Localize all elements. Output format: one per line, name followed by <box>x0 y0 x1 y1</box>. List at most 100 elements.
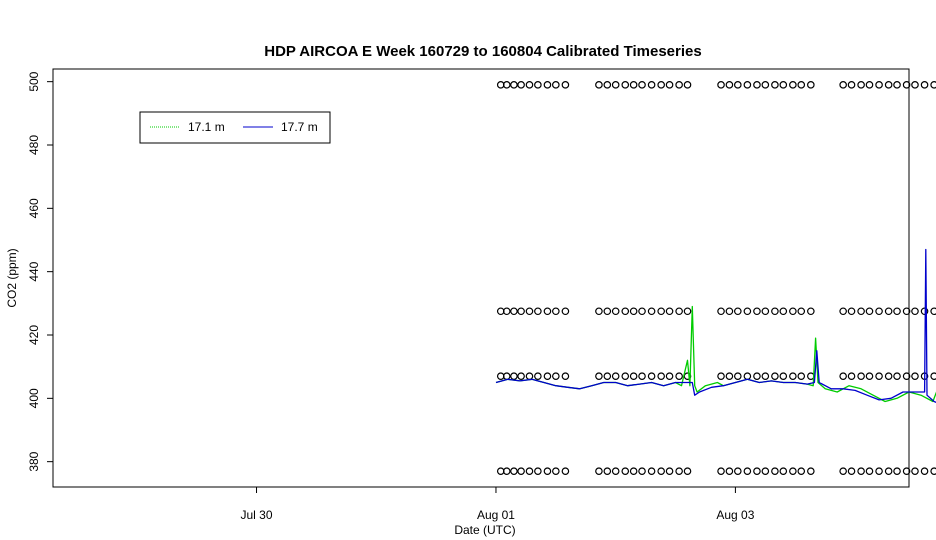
flag-marker <box>865 372 874 380</box>
y-axis: 380 400 420 440 460 480 500 <box>27 71 53 472</box>
flag-marker <box>621 467 630 475</box>
flag-marker <box>611 467 620 475</box>
flag-marker <box>902 372 911 380</box>
flag-marker <box>875 307 883 316</box>
flag-marker <box>920 467 929 475</box>
flag-marker <box>847 372 856 380</box>
flag-marker <box>510 467 518 475</box>
legend-box <box>139 111 331 144</box>
flag-marker <box>543 81 552 89</box>
flag-marker <box>543 307 552 316</box>
flag-marker <box>502 307 511 316</box>
flag-marker <box>675 372 683 380</box>
flag-marker <box>717 81 725 89</box>
flag-marker <box>629 467 638 475</box>
flag-marker <box>807 307 815 316</box>
flag-marker <box>902 81 911 89</box>
flag-marker <box>733 81 742 89</box>
y-tick-label: 400 <box>27 388 41 408</box>
flag-marker <box>629 81 638 89</box>
flag-marker <box>797 81 806 89</box>
flag-marker <box>743 372 752 380</box>
flag-marker <box>510 372 518 380</box>
flag-marker <box>857 467 865 475</box>
flag-marker <box>875 81 883 89</box>
flag-marker <box>657 307 665 316</box>
flag-marker <box>525 372 534 380</box>
flag-marker <box>552 307 560 316</box>
flag-marker <box>865 307 874 316</box>
flag-marker <box>902 307 911 316</box>
series-line-17-1-m <box>495 305 936 403</box>
flag-marker <box>893 81 901 89</box>
flag-marker <box>534 81 542 89</box>
flag-marker <box>665 307 674 316</box>
flag-marker <box>733 372 742 380</box>
flag-markers <box>496 81 936 475</box>
flag-marker <box>930 81 936 89</box>
flag-marker <box>525 81 534 89</box>
flag-marker <box>902 467 911 475</box>
flag-marker <box>510 81 518 89</box>
flag-marker <box>839 307 847 316</box>
flag-marker <box>761 307 770 316</box>
x-tick-label: Aug 01 <box>477 508 515 522</box>
flag-marker <box>930 307 936 316</box>
flag-marker <box>561 467 570 475</box>
chart-title: HDP AIRCOA E Week 160729 to 160804 Calib… <box>264 43 701 60</box>
flag-marker <box>789 372 797 380</box>
flag-marker <box>525 307 534 316</box>
legend: 17.1 m 17.7 m <box>139 111 331 144</box>
flag-marker <box>779 307 788 316</box>
flag-marker <box>865 81 874 89</box>
y-tick-label: 440 <box>27 261 41 281</box>
x-tick-label: Aug 03 <box>716 508 754 522</box>
flag-marker <box>761 372 770 380</box>
flag-marker <box>552 372 560 380</box>
flag-marker <box>611 372 620 380</box>
flag-marker <box>638 81 646 89</box>
flag-marker <box>717 307 725 316</box>
flag-marker <box>884 81 893 89</box>
flag-marker <box>743 467 752 475</box>
flag-marker <box>647 81 656 89</box>
flag-marker <box>675 81 683 89</box>
flag-marker <box>517 467 525 475</box>
flag-marker <box>638 372 646 380</box>
flag-marker <box>797 467 806 475</box>
y-tick-label: 380 <box>27 451 41 471</box>
flag-marker <box>743 307 752 316</box>
flag-marker <box>561 81 570 89</box>
flag-marker <box>847 81 856 89</box>
legend-label-17-7m: 17.7 m <box>281 120 318 134</box>
flag-marker <box>603 372 612 380</box>
flag-marker <box>779 81 788 89</box>
flag-marker <box>657 372 665 380</box>
flag-marker <box>595 307 603 316</box>
flag-marker <box>543 467 552 475</box>
flag-marker <box>733 467 742 475</box>
flag-marker <box>603 81 612 89</box>
flag-marker <box>525 467 534 475</box>
flag-marker <box>638 467 646 475</box>
flag-marker <box>717 372 725 380</box>
flag-marker <box>595 81 603 89</box>
flag-marker <box>665 467 674 475</box>
flag-marker <box>595 372 603 380</box>
flag-marker <box>753 372 761 380</box>
flag-marker <box>665 372 674 380</box>
flag-marker <box>665 81 674 89</box>
flag-marker <box>603 467 612 475</box>
flag-marker <box>534 467 542 475</box>
flag-marker <box>517 307 525 316</box>
flag-marker <box>884 372 893 380</box>
flag-marker <box>761 467 770 475</box>
y-tick-label: 420 <box>27 325 41 345</box>
flag-marker <box>683 467 692 475</box>
flag-marker <box>779 372 788 380</box>
flag-marker <box>911 307 919 316</box>
flag-marker <box>847 307 856 316</box>
flag-marker <box>725 467 734 475</box>
flag-marker <box>647 307 656 316</box>
